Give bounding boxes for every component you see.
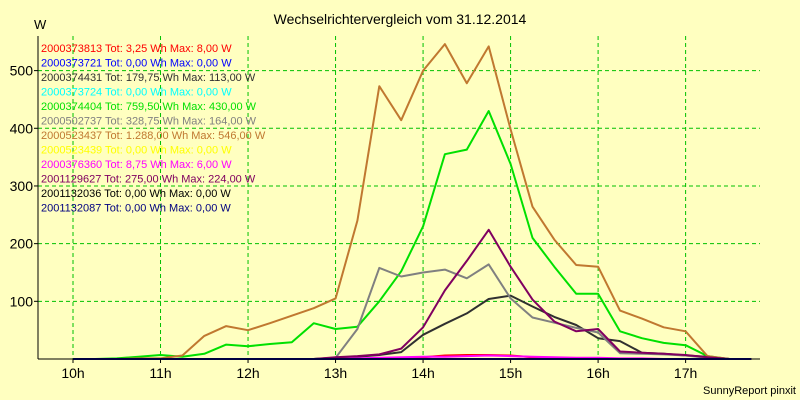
chart-title: Wechselrichtervergleich vom 31.12.2014 xyxy=(274,11,527,27)
legend-entry-2000523439: 2000523439 Tot: 0,00 Wh Max: 0,00 W xyxy=(41,145,232,157)
legend: 2000373813 Tot: 3,25 Wh Max: 8,00 W 20003… xyxy=(41,43,266,215)
legend-entry-2001132036: 2001132036 Tot: 0,00 Wh Max: 0,00 W xyxy=(41,188,231,200)
x-tick-label: 17h xyxy=(674,365,697,381)
x-tick-label: 16h xyxy=(586,365,609,381)
legend-entry-2000373813: 2000373813 Tot: 3,25 Wh Max: 8,00 W xyxy=(41,43,232,55)
y-tick-label: 300 xyxy=(10,178,34,194)
legend-entry-2000374404: 2000374404 Tot: 759,50 Wh Max: 430,00 W xyxy=(41,101,257,113)
x-tick-label: 11h xyxy=(149,365,171,381)
y-tick-label: 500 xyxy=(10,63,34,79)
x-tick-label: 12h xyxy=(236,365,259,381)
grid-lines xyxy=(38,36,760,359)
x-tick-label: 10h xyxy=(61,365,84,381)
y-tick-label: 100 xyxy=(10,293,34,309)
legend-entry-2000373724: 2000373724 Tot: 0,00 Wh Max: 0,00 W xyxy=(41,87,232,99)
y-tick-label: 200 xyxy=(10,236,34,252)
x-tick-label: 14h xyxy=(411,365,434,381)
legend-entry-2001132087: 2001132087 Tot: 0,00 Wh Max: 0,00 W xyxy=(41,203,231,215)
x-tick-label: 13h xyxy=(324,365,347,381)
y-axis-unit-label: W xyxy=(34,17,47,32)
legend-entry-2000373721: 2000373721 Tot: 0,00 Wh Max: 0,00 W xyxy=(41,58,232,70)
legend-entry-2000523437: 2000523437 Tot: 1.288,00 Wh Max: 546,00 … xyxy=(41,130,266,142)
series-line-2000523437 xyxy=(73,43,752,360)
legend-entry-2000374431: 2000374431 Tot: 179,75 Wh Max: 113,00 W xyxy=(41,72,256,84)
legend-entry-2000376360: 2000376360 Tot: 8,75 Wh Max: 6,00 W xyxy=(41,159,232,171)
x-tick-label: 15h xyxy=(499,365,522,381)
credit-label: SunnyReport pinxit xyxy=(703,385,796,397)
y-tick-label: 400 xyxy=(10,120,34,136)
series-line-2000374404 xyxy=(73,110,752,360)
axes xyxy=(37,36,760,360)
tick-labels: 10h 11h 12h 13h 14h 15h 16h 17h 100 200 300 400 500 xyxy=(10,63,698,381)
legend-entry-2001129627: 2001129627 Tot: 275,00 Wh Max: 224,00 W xyxy=(41,174,256,186)
legend-entry-2000502737: 2000502737 Tot: 328,75 Wh Max: 164,00 W xyxy=(41,116,257,128)
